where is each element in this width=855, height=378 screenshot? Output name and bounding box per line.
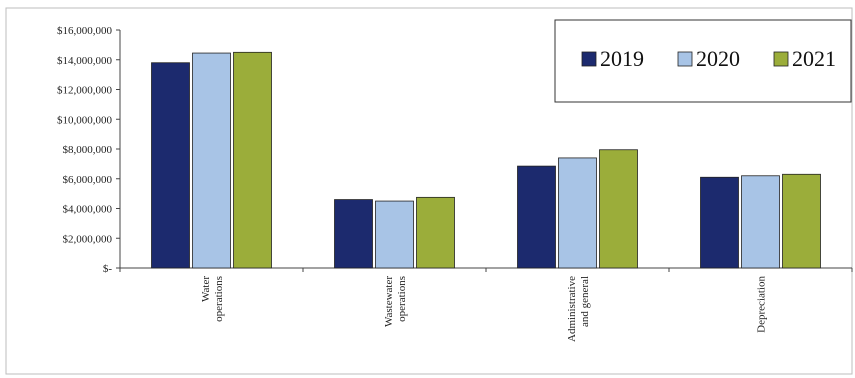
- category-label-line: Wastewater: [383, 276, 395, 327]
- bar-2020-1: [375, 200, 414, 269]
- y-tick-label: $16,000,000: [57, 25, 113, 37]
- y-tick-label: $6,000,000: [63, 174, 113, 186]
- y-tick-label: $14,000,000: [57, 55, 113, 67]
- bar-2020-0: [192, 52, 231, 269]
- category-label-line: Depreciation: [756, 276, 768, 333]
- legend-label-2019: 2019: [600, 46, 644, 71]
- bar-2021-1: [416, 196, 455, 269]
- legend-swatch-2019: [581, 51, 597, 67]
- category-label: Water operations: [200, 276, 225, 322]
- bar-2019-2: [517, 165, 556, 269]
- y-tick-label: $12,000,000: [57, 85, 113, 97]
- y-axis: $- $2,000,000 $4,000,000 $6,000,000 $8,000,0…: [57, 25, 121, 275]
- category-label-line: operations: [396, 276, 408, 322]
- bar-2020-3: [741, 175, 780, 269]
- category-label-line: Administrative: [566, 276, 578, 342]
- legend-swatch-2021: [773, 51, 789, 67]
- bar-2021-0: [233, 51, 272, 269]
- bar-2019-1: [334, 199, 373, 269]
- bar-2019-3: [700, 176, 739, 269]
- y-tick-label: $2,000,000: [63, 233, 113, 245]
- bar-2019-0: [151, 62, 190, 269]
- category-label: Administrative and general: [566, 276, 591, 342]
- category-label-line: Water: [200, 276, 212, 302]
- category-label-line: operations: [213, 276, 225, 322]
- y-tick-label: $8,000,000: [63, 144, 113, 156]
- bar-2021-2: [599, 149, 638, 269]
- category-label: Wastewater operations: [383, 276, 408, 327]
- bar-2021-3: [782, 173, 821, 269]
- legend-label-2021: 2021: [792, 46, 836, 71]
- legend-swatch-2020: [677, 51, 693, 67]
- legend-box: [554, 19, 852, 103]
- bars: [151, 51, 821, 269]
- bar-2020-2: [558, 157, 597, 269]
- legend-label-2020: 2020: [696, 46, 740, 71]
- x-axis: Water operations Wastewater operations Admin…: [119, 267, 853, 342]
- category-label-line: and general: [579, 276, 591, 327]
- category-label: Depreciation: [756, 276, 768, 333]
- y-tick-label: $4,000,000: [63, 204, 113, 216]
- legend: 2019 2020 2021: [554, 19, 852, 103]
- y-tick-label: $10,000,000: [57, 114, 113, 126]
- y-tick-label: $-: [103, 263, 113, 275]
